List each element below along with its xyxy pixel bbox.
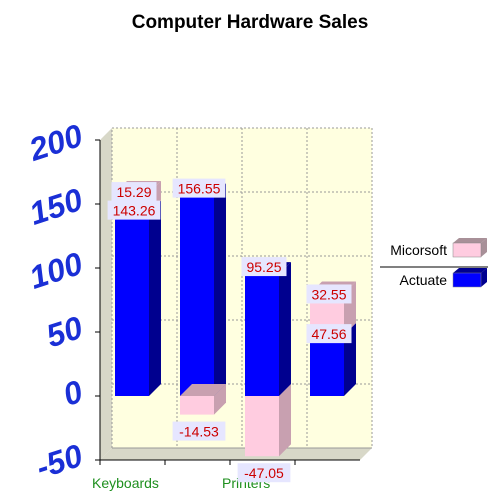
bar-actuate-1-side [214,183,226,396]
data-label: 15.29 [116,184,151,200]
legend-swatch-top [453,238,487,243]
data-label-box [111,182,157,202]
legend-swatch [452,242,482,258]
y-tick-label: 50 [42,309,87,354]
y-tick-label: -50 [32,437,87,486]
bar-micorsoft-1-side [214,384,226,415]
side-wall [100,128,112,460]
legend-label: Micorsoft [390,242,447,258]
legend-swatch-side [481,238,487,257]
bar-series-2-side [279,262,291,396]
data-label-box [172,178,226,198]
legend-swatch-side [481,268,487,287]
bar-micorsoft-2-side [279,384,291,457]
bar-actuate-0 [115,212,149,396]
bar-micorsoft-2 [245,396,279,457]
legend-swatch-top [453,268,487,273]
floor [100,448,372,460]
data-label-box [237,463,291,483]
y-tick-label: 0 [59,373,87,413]
data-label-box [306,324,352,344]
data-label: 32.55 [311,286,346,302]
data-label-box [172,421,226,441]
data-label: -47.05 [244,465,284,481]
y-tick-label: 150 [25,181,87,232]
data-label: 95.25 [246,259,281,275]
data-label: 47.56 [311,326,346,342]
bar-micorsoft-1-top [180,384,226,396]
bar-micorsoft-1 [180,396,214,415]
bar-actuate-0-side [149,200,161,396]
legend-label: Actuate [400,272,448,288]
legend-swatch [452,272,482,288]
plot-border [111,127,373,449]
bar-actuate-1 [180,195,214,396]
bar-actuate-3 [310,335,344,396]
data-label: 143.26 [113,203,156,219]
y-tick-label: 200 [24,117,87,168]
data-label-box [107,200,161,220]
y-tick-label: 100 [25,245,87,296]
chart-title: Computer Hardware Sales [131,12,369,33]
data-label: -14.53 [179,424,219,440]
x-tick-label: Keyboards [92,475,159,491]
data-label-box [306,284,352,304]
bar-series-2 [245,274,279,396]
data-label-box [241,257,287,277]
data-label: 156.55 [178,181,221,197]
